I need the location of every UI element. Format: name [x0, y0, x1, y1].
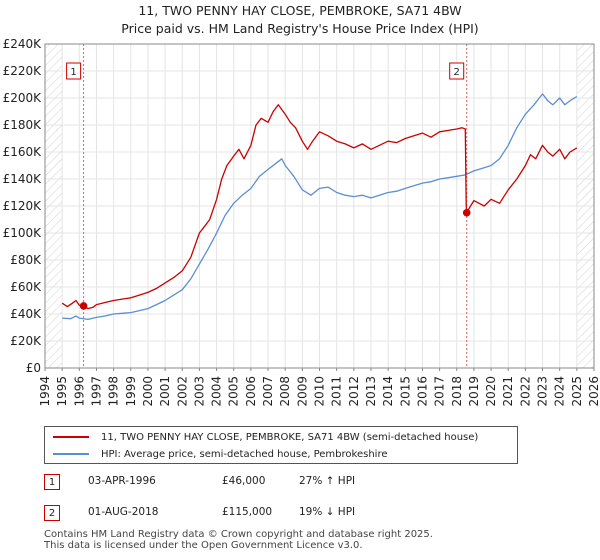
transaction-row: 2 01-AUG-2018 £115,000 19% ↓ HPI: [44, 505, 564, 523]
x-tick-label: 2017: [433, 376, 447, 407]
transaction-price: £115,000: [222, 506, 273, 518]
transaction-hpi: 27% ↑ HPI: [299, 475, 356, 487]
transaction-date: 01-AUG-2018: [88, 506, 159, 518]
transaction-label: 1: [70, 67, 76, 78]
y-tick-label: £0: [26, 361, 41, 375]
transaction-hpi: 19% ↓ HPI: [299, 506, 356, 518]
y-tick-label: £40K: [10, 307, 42, 321]
x-tick-label: 2009: [295, 376, 309, 407]
legend-item-hpi: HPI: Average price, semi-detached house,…: [53, 446, 387, 462]
x-tick-label: 2023: [536, 376, 550, 407]
chart-title-line1: 11, TWO PENNY HAY CLOSE, PEMBROKE, SA71 …: [138, 3, 461, 18]
x-tick-label: 2006: [244, 376, 258, 407]
x-tick-label: 2018: [450, 376, 464, 407]
legend-item-property: 11, TWO PENNY HAY CLOSE, PEMBROKE, SA71 …: [53, 429, 478, 445]
x-tick-label: 2007: [261, 376, 275, 407]
legend-label-property: 11, TWO PENNY HAY CLOSE, PEMBROKE, SA71 …: [101, 431, 479, 443]
footer-licence: This data is licensed under the Open Gov…: [44, 539, 363, 551]
y-tick-label: £140K: [3, 172, 43, 186]
x-tick-label: 2003: [192, 376, 206, 407]
x-tick-label: 2021: [501, 376, 515, 407]
hpi-line: [62, 93, 578, 321]
y-tick-label: £100K: [3, 226, 43, 240]
x-tick-label: 2020: [484, 376, 498, 407]
transaction-label-box: [449, 62, 465, 80]
x-tick-label: 2002: [175, 376, 189, 407]
x-tick-label: 2012: [347, 376, 361, 407]
transaction-label: 2: [454, 67, 460, 78]
x-tick-label: 1995: [55, 376, 69, 407]
legend-swatch-hpi: [53, 453, 89, 455]
x-tick-label: 2004: [210, 376, 224, 407]
x-tick-label: 2005: [227, 376, 241, 407]
y-tick-label: £120K: [3, 199, 43, 213]
transaction-label-box: [66, 62, 82, 80]
legend: 11, TWO PENNY HAY CLOSE, PEMBROKE, SA71 …: [44, 426, 518, 464]
transaction-date: 03-APR-1996: [88, 475, 156, 487]
y-tick-label: £200K: [3, 91, 43, 105]
x-tick-label: 2019: [467, 376, 481, 407]
x-tick-label: 1998: [107, 376, 121, 407]
x-tick-label: 2011: [330, 376, 344, 407]
x-tick-label: 1997: [89, 376, 103, 407]
y-tick-label: £160K: [3, 145, 43, 159]
y-tick-label: £220K: [3, 64, 43, 78]
x-tick-label: 2014: [381, 376, 395, 407]
price-paid-line: [61, 104, 578, 310]
x-tick-label: 2010: [313, 376, 327, 407]
footer-copyright: Contains HM Land Registry data © Crown c…: [44, 529, 433, 540]
x-tick-label: 2026: [587, 376, 600, 407]
transaction-point: [462, 208, 471, 217]
x-tick-label: 2013: [364, 376, 378, 407]
x-tick-label: 2016: [415, 376, 429, 407]
transaction-number: 2: [44, 505, 60, 521]
y-tick-label: £240K: [3, 37, 43, 51]
x-tick-label: 1994: [38, 376, 52, 407]
chart-title-line2: Price paid vs. HM Land Registry's House …: [121, 21, 478, 36]
y-tick-label: £20K: [10, 334, 42, 348]
y-tick-label: £80K: [10, 253, 42, 267]
x-tick-label: 2008: [278, 376, 292, 407]
transaction-point: [79, 302, 88, 310]
transaction-number: 1: [44, 474, 60, 490]
y-tick-label: £180K: [3, 118, 43, 132]
footer: Contains HM Land Registry data © Crown c…: [44, 529, 433, 551]
legend-swatch-property: [53, 436, 89, 438]
x-tick-label: 1996: [72, 376, 86, 407]
y-tick-label: £60K: [10, 280, 42, 294]
x-tick-label: 2001: [158, 376, 172, 407]
x-tick-label: 2022: [518, 376, 532, 407]
legend-label-hpi: HPI: Average price, semi-detached house,…: [101, 448, 388, 460]
transaction-price: £46,000: [222, 475, 266, 487]
x-tick-label: 2000: [141, 376, 155, 407]
x-tick-label: 1999: [124, 376, 138, 407]
x-tick-label: 2024: [553, 376, 567, 407]
x-tick-label: 2015: [398, 376, 412, 407]
x-tick-label: 2025: [570, 376, 584, 407]
transaction-row: 1 03-APR-1996 £46,000 27% ↑ HPI: [44, 474, 564, 492]
